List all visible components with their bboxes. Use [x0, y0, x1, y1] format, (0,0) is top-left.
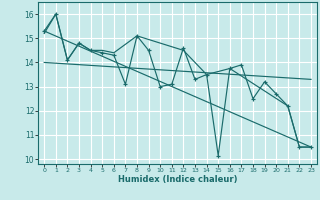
X-axis label: Humidex (Indice chaleur): Humidex (Indice chaleur)	[118, 175, 237, 184]
